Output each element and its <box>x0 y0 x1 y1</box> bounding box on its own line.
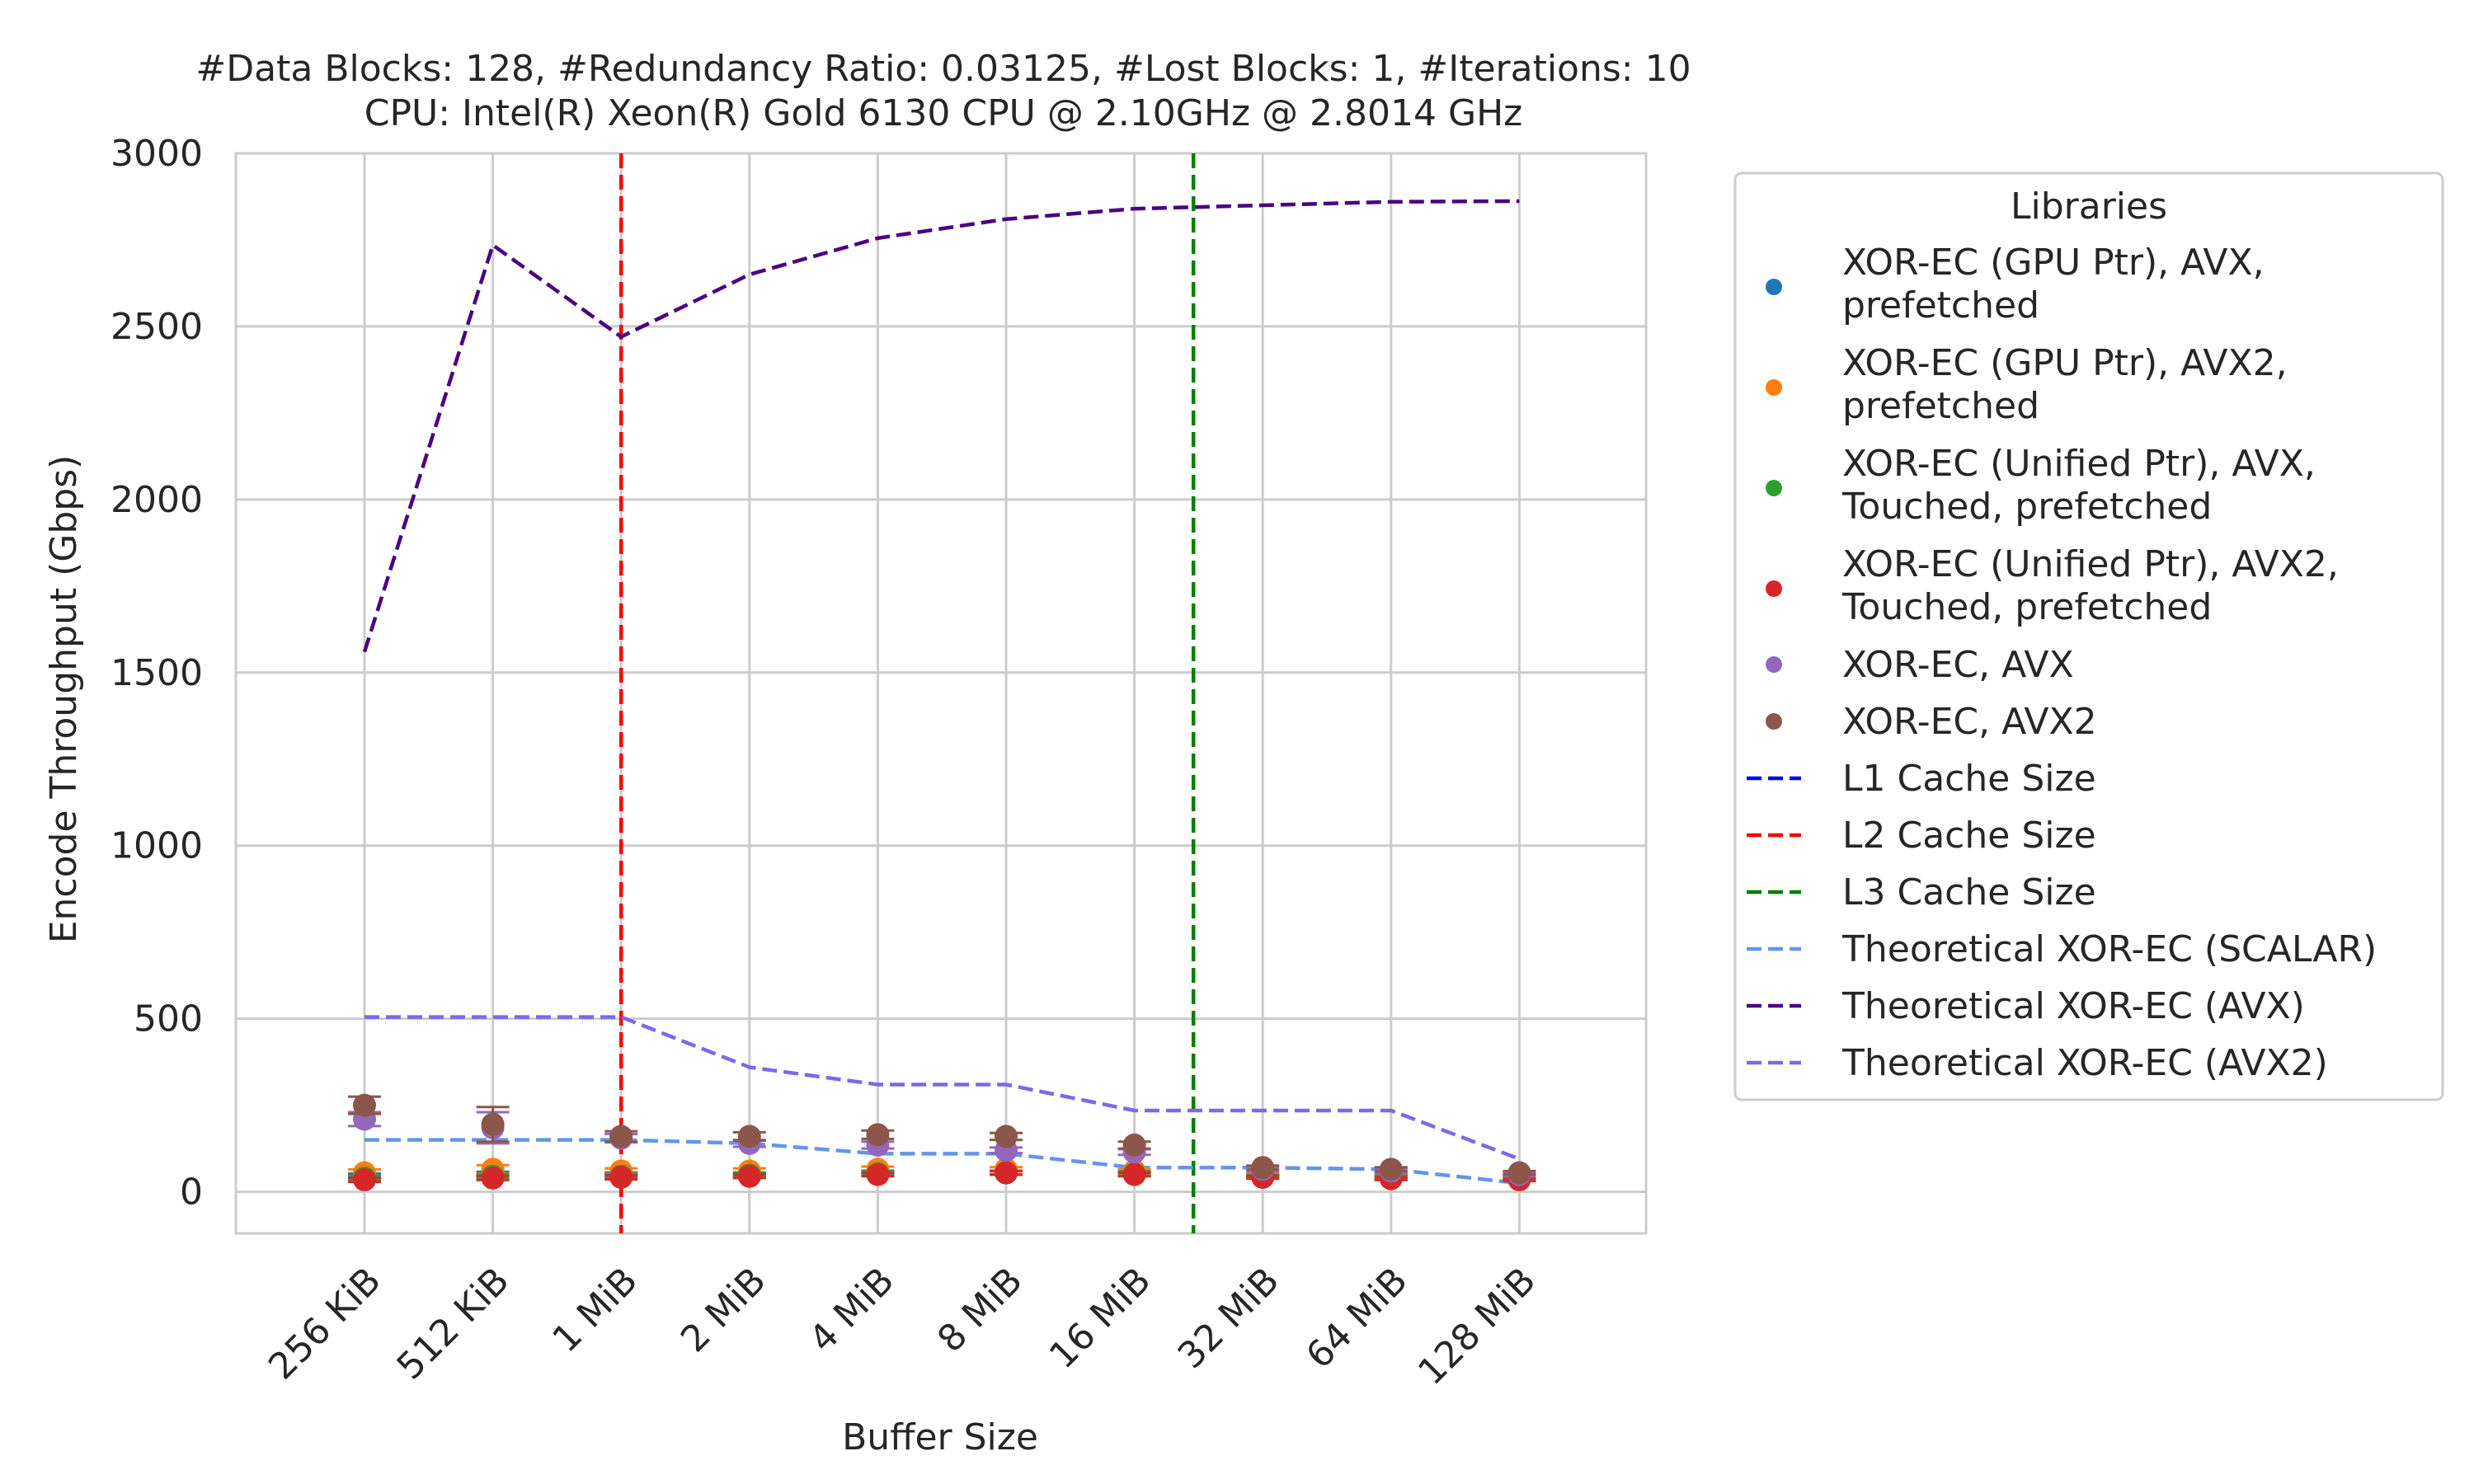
y-tick-label: 3000 <box>111 133 203 175</box>
legend-label: XOR-EC (GPU Ptr), AVX, <box>1842 242 2265 284</box>
x-tick-label: 16 MiB <box>1042 1260 1159 1377</box>
legend-title: Libraries <box>2011 186 2167 228</box>
data-point <box>1379 1158 1403 1181</box>
legend: Libraries XOR-EC (GPU Ptr), AVX,prefetch… <box>1733 171 2444 1101</box>
y-axis-label: Encode Throughput (Gbps) <box>43 455 85 944</box>
theoretical-line <box>362 199 1520 653</box>
legend-label: Theoretical XOR-EC (AVX2) <box>1841 1042 2328 1084</box>
plot-area: 256 KiB 512 KiB 1 MiB 2 MiB 4 MiB 8 MiB 16 MiB… <box>111 133 1648 1393</box>
data-point <box>866 1123 890 1147</box>
legend-label: prefetched <box>1842 284 2039 326</box>
chart-title: #Data Blocks: 128, #Redundancy Ratio: 0.… <box>195 48 1691 90</box>
grid <box>236 152 1646 1233</box>
x-tick-label: 1 MiB <box>544 1260 646 1361</box>
legend-label: XOR-EC, AVX <box>1842 644 2074 686</box>
legend-marker <box>1766 580 1782 597</box>
legend-label: XOR-EC (GPU Ptr), AVX2, <box>1842 342 2288 384</box>
x-tick-label: 256 KiB <box>261 1260 389 1388</box>
x-tick-labels: 256 KiB 512 KiB 1 MiB 2 MiB 4 MiB 8 MiB 16 MiB… <box>261 1260 1544 1393</box>
data-point <box>481 1112 505 1136</box>
y-tick-label: 2000 <box>111 479 203 521</box>
y-tick-label: 500 <box>134 998 203 1040</box>
data-point <box>1507 1161 1531 1185</box>
legend-label: XOR-EC, AVX2 <box>1842 701 2097 743</box>
legend-marker <box>1766 480 1782 496</box>
legend-label: XOR-EC (Unified Ptr), AVX, <box>1842 443 2316 485</box>
legend-marker <box>1766 279 1782 295</box>
legend-marker <box>1766 713 1782 730</box>
x-tick-label: 4 MiB <box>802 1260 903 1361</box>
theoretical-line <box>365 1015 1521 1161</box>
data-point <box>1122 1162 1146 1186</box>
legend-label: Theoretical XOR-EC (SCALAR) <box>1841 928 2377 970</box>
legend-label: XOR-EC (Unified Ptr), AVX2, <box>1842 543 2339 585</box>
data-point <box>1251 1156 1275 1180</box>
x-axis-label: Buffer Size <box>842 1416 1038 1458</box>
theoretical-line <box>365 1138 1520 1186</box>
data-point <box>353 1093 376 1117</box>
x-tick-label: 2 MiB <box>673 1260 774 1361</box>
x-tick-label: 8 MiB <box>929 1260 1031 1361</box>
data-point <box>995 1125 1018 1148</box>
data-point <box>995 1161 1018 1185</box>
legend-label: prefetched <box>1842 385 2039 427</box>
data-points <box>348 1093 1536 1191</box>
data-point <box>353 1167 376 1191</box>
legend-label: Theoretical XOR-EC (AVX) <box>1841 985 2305 1027</box>
data-point <box>1122 1133 1146 1157</box>
data-point <box>737 1164 761 1188</box>
chart-subtitle: CPU: Intel(R) Xeon(R) Gold 6130 CPU @ 2.… <box>365 92 1523 134</box>
legend-label: Touched, prefetched <box>1841 586 2212 628</box>
y-tick-labels: 0 500 1000 1500 2000 2500 3000 <box>111 133 203 1214</box>
legend-marker <box>1766 656 1782 673</box>
x-tick-label: 512 KiB <box>389 1260 518 1388</box>
legend-label: L3 Cache Size <box>1842 871 2096 913</box>
theoretical-lines <box>362 199 1521 1186</box>
y-tick-label: 0 <box>180 1172 203 1214</box>
legend-box <box>1733 171 2444 1101</box>
legend-label: L1 Cache Size <box>1842 758 2096 800</box>
y-tick-label: 1000 <box>111 825 203 867</box>
cache-lines <box>618 153 1196 1233</box>
y-tick-label: 2500 <box>111 306 203 348</box>
plot-frame <box>234 152 1648 1235</box>
x-tick-label: 64 MiB <box>1298 1260 1415 1377</box>
data-point <box>481 1166 505 1190</box>
data-point <box>609 1165 633 1189</box>
legend-label: L2 Cache Size <box>1842 815 2096 857</box>
legend-marker <box>1766 379 1782 396</box>
y-tick-label: 1500 <box>111 652 203 694</box>
legend-label: Touched, prefetched <box>1841 486 2212 528</box>
data-point <box>609 1125 633 1148</box>
data-point <box>866 1162 890 1186</box>
x-tick-label: 32 MiB <box>1170 1260 1287 1377</box>
x-tick-label: 128 MiB <box>1410 1260 1544 1393</box>
data-point <box>737 1125 761 1148</box>
